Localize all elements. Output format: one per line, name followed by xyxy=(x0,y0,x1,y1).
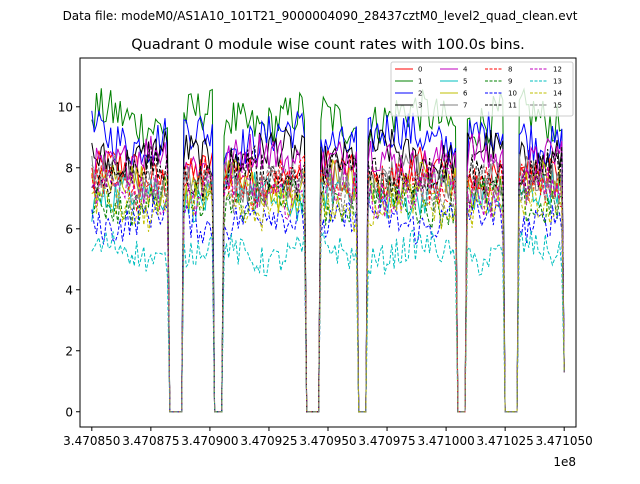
legend-label-7: 7 xyxy=(463,102,467,110)
series-line-9 xyxy=(91,175,565,413)
legend-label-10: 10 xyxy=(508,90,517,98)
legend-label-0: 0 xyxy=(418,66,422,74)
legend-label-6: 6 xyxy=(463,90,468,98)
x-offset-label: 1e8 xyxy=(553,455,576,469)
y-tick-label: 2 xyxy=(65,344,73,358)
legend-label-8: 8 xyxy=(508,66,512,74)
x-tick-label: 3.471025 xyxy=(477,434,534,448)
y-tick-label: 0 xyxy=(65,405,73,419)
legend-label-5: 5 xyxy=(463,78,467,86)
legend-label-11: 11 xyxy=(508,102,517,110)
legend-label-15: 15 xyxy=(553,102,562,110)
x-axis: 3.470850 3.470875 3.470900 3.470925 3.470950… xyxy=(63,427,593,448)
series-line-8 xyxy=(91,154,565,413)
series-lines xyxy=(91,87,565,413)
y-tick-label: 6 xyxy=(65,222,73,236)
x-tick-label: 3.470975 xyxy=(358,434,415,448)
x-tick-label: 3.470950 xyxy=(299,434,356,448)
y-tick-label: 4 xyxy=(65,283,73,297)
x-tick-label: 3.470875 xyxy=(122,434,179,448)
x-tick-label: 3.471050 xyxy=(536,434,593,448)
x-tick-label: 3.471000 xyxy=(417,434,474,448)
legend-label-14: 14 xyxy=(553,90,562,98)
legend-label-9: 9 xyxy=(508,78,512,86)
plot-area xyxy=(80,58,576,427)
legend-label-13: 13 xyxy=(553,78,562,86)
y-tick-label: 8 xyxy=(65,161,73,175)
x-tick-label: 3.470850 xyxy=(63,434,120,448)
x-tick-label: 3.470900 xyxy=(181,434,238,448)
chart-title: Quadrant 0 module wise count rates with … xyxy=(131,37,525,53)
legend-box xyxy=(390,61,574,117)
legend-label-1: 1 xyxy=(418,78,422,86)
series-line-10 xyxy=(91,195,565,413)
chart-suptitle: Data file: modeM0/AS1A10_101T21_90000040… xyxy=(63,9,578,23)
legend-label-12: 12 xyxy=(553,66,562,74)
y-axis: 0 2 4 6 8 10 xyxy=(58,100,80,419)
x-tick-label: 3.470925 xyxy=(240,434,297,448)
legend-label-4: 4 xyxy=(463,66,468,74)
y-tick-label: 10 xyxy=(58,100,73,114)
series-line-15 xyxy=(91,157,565,413)
series-line-12 xyxy=(91,164,565,413)
legend-label-3: 3 xyxy=(418,102,422,110)
legend-label-2: 2 xyxy=(418,90,422,98)
